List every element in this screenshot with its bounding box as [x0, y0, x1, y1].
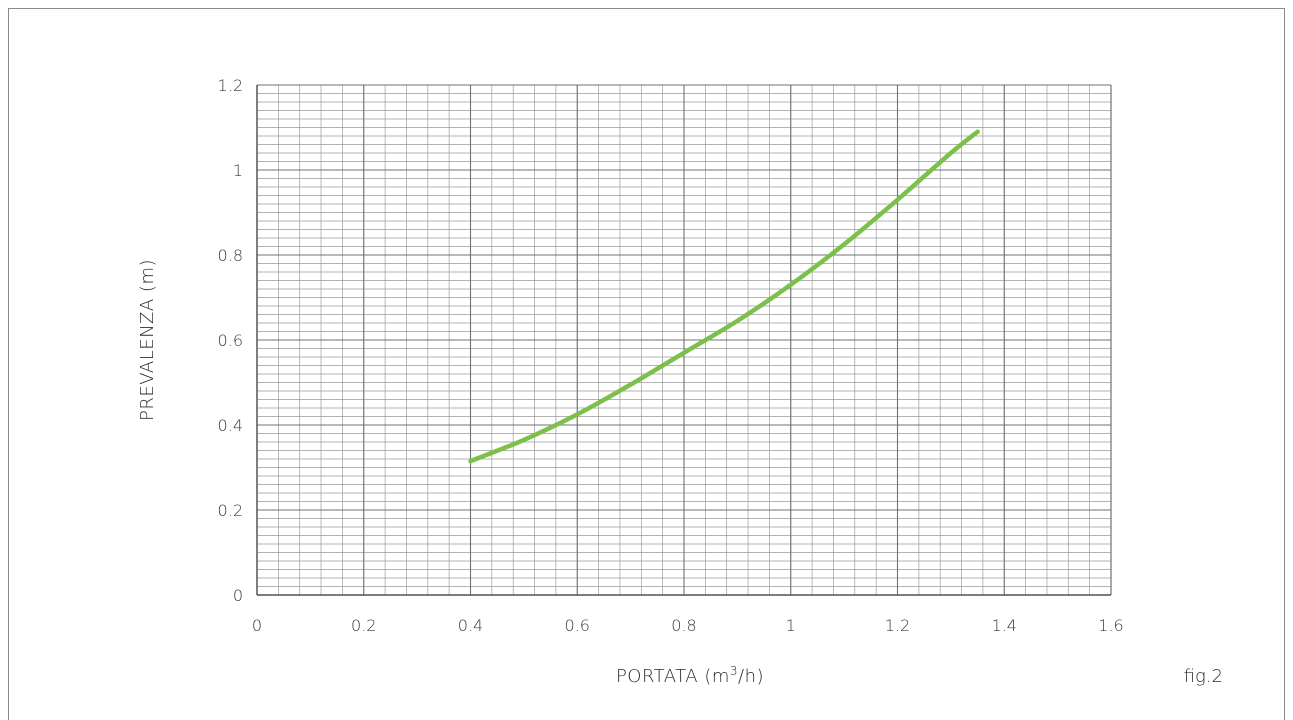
y-tick-label: 0: [233, 586, 243, 605]
x-axis-title: PORTATA (m3/h): [616, 664, 764, 687]
x-axis-title-tail: /h): [738, 666, 764, 687]
x-tick-label: 1: [786, 616, 796, 635]
x-axis-title-main: PORTATA (m: [616, 666, 730, 687]
x-tick-label: 0: [252, 616, 262, 635]
x-tick-label: 0.2: [351, 616, 376, 635]
x-tick-label: 1.2: [885, 616, 910, 635]
y-axis-title: PREVALENZA (m): [137, 259, 158, 421]
y-tick-label: 0.2: [218, 501, 243, 520]
x-tick-labels: 0 0.2 0.4 0.6 0.8 1 1.2 1.4 1.6: [252, 616, 1124, 635]
y-tick-label: 1.2: [218, 76, 243, 95]
y-tick-labels: 0 0.2 0.4 0.6 0.8 1 1.2: [218, 76, 243, 605]
series-line: [468, 129, 980, 464]
x-tick-label: 0.8: [671, 616, 696, 635]
y-tick-label: 1: [233, 161, 243, 180]
y-tick-label: 0.8: [218, 246, 243, 265]
figure-frame: [8, 8, 1285, 720]
major-grid: [256, 84, 1112, 596]
y-tick-label: 0.6: [218, 331, 243, 350]
y-tick-label: 0.4: [218, 416, 243, 435]
x-tick-label: 1.6: [1098, 616, 1123, 635]
x-tick-label: 0.6: [565, 616, 590, 635]
x-tick-label: 1.4: [992, 616, 1017, 635]
x-axis-title-superscript: 3: [730, 664, 738, 678]
x-tick-label: 0.4: [458, 616, 483, 635]
figure-label: fig.2: [1184, 666, 1223, 687]
